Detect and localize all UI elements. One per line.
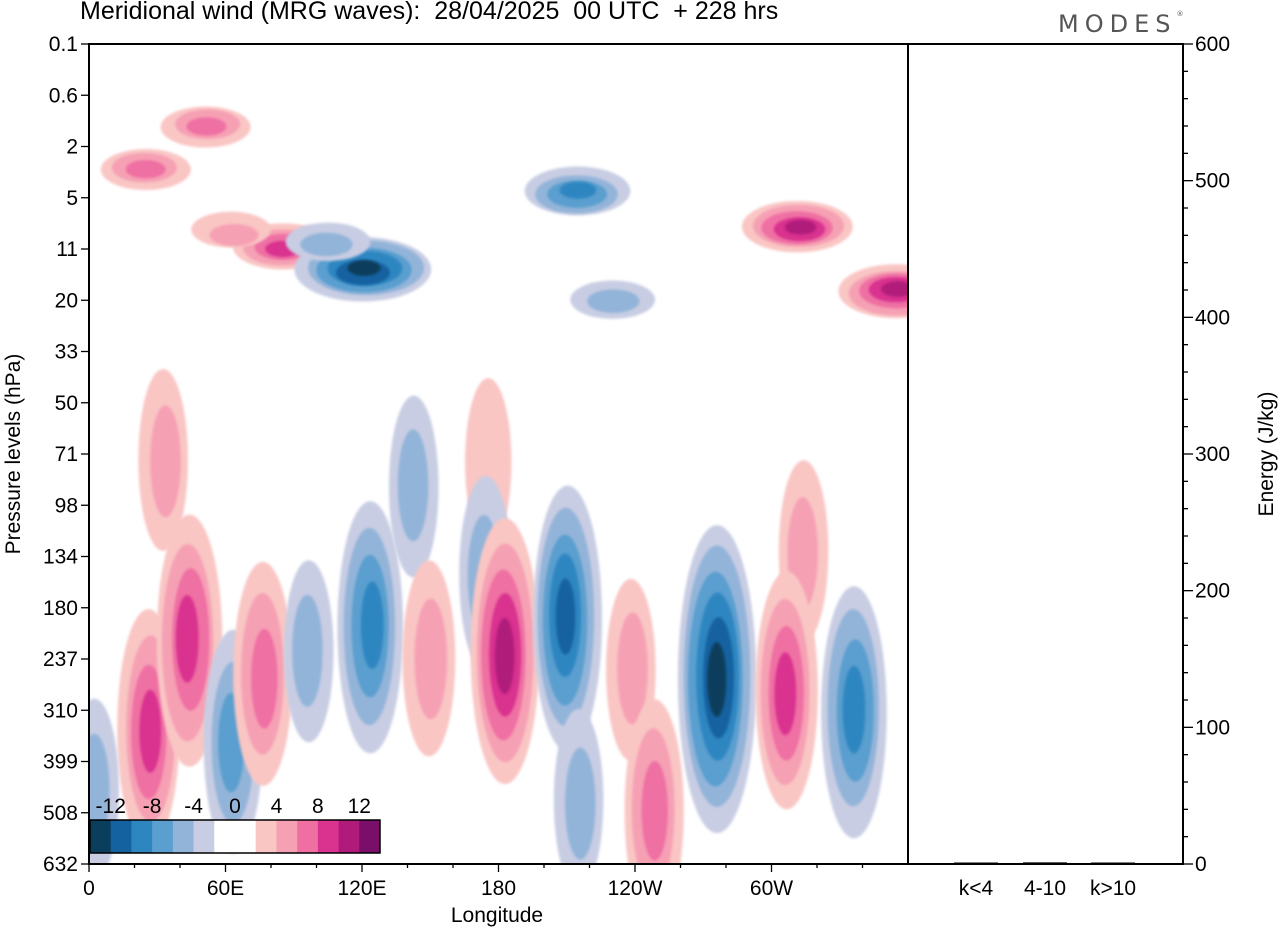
y-tick-label: 237 [43, 648, 78, 671]
pressure-axis: 0.1 0.6 2 5 11 20 33 50 71 98 134 180 237 310 399 508 63… [43, 33, 89, 876]
x-tick-label: 60W [750, 877, 793, 900]
x-tick-label: 120W [608, 877, 663, 900]
energy-plot-frame [907, 43, 1184, 865]
modes-logo: MODES® [1058, 10, 1183, 38]
y-tick-label: 33 [55, 341, 78, 364]
y-axis-label: Pressure levels (hPa) [2, 354, 25, 555]
colorbar-swatch [317, 820, 340, 853]
y-tick-label: 134 [43, 546, 78, 569]
y-tick-label: 20 [55, 289, 78, 312]
y-tick-label: 0.6 [49, 84, 78, 107]
colorbar-swatch [193, 820, 215, 853]
negative-wind-contour [397, 429, 429, 542]
positive-wind-contour [881, 281, 908, 297]
logo-mark: ® [1176, 10, 1184, 18]
colorbar-swatch [276, 820, 298, 853]
negative-wind-contour [559, 181, 597, 199]
colorbar-label: 4 [271, 795, 283, 818]
energy-tick-label: 300 [1195, 443, 1230, 466]
energy-category-label: 4-10 [1024, 877, 1066, 900]
y-tick-label: 508 [43, 802, 78, 825]
colorbar-swatch [110, 820, 132, 853]
y-tick-label: 0.1 [49, 33, 78, 56]
positive-wind-contour [784, 219, 817, 235]
energy-tick-label: 500 [1195, 170, 1230, 193]
colorbar-frame [89, 819, 381, 854]
energy-tick-label: 100 [1195, 716, 1230, 739]
energy-tick-label: 0 [1195, 853, 1207, 876]
colorbar-label: -8 [143, 795, 162, 818]
energy-bar [954, 862, 998, 864]
logo-text: MODES [1058, 10, 1177, 38]
positive-wind-contour [125, 160, 166, 179]
x-tick-label: 120E [337, 877, 386, 900]
chart-title: Meridional wind (MRG waves): 28/04/2025 … [80, 0, 779, 25]
y-tick-label: 2 [66, 136, 78, 159]
x-tick-label: 180 [481, 877, 516, 900]
colorbar-swatch [255, 820, 277, 853]
y-tick-label: 11 [56, 238, 78, 261]
energy-tick-label: 600 [1195, 33, 1230, 56]
negative-wind-contour [707, 642, 727, 717]
energy-category-label: k>10 [1090, 877, 1136, 900]
negative-wind-contour [842, 665, 866, 754]
positive-wind-contour [175, 594, 199, 683]
negative-wind-contour [347, 260, 381, 276]
colorbar-swatch [235, 820, 257, 853]
colorbar-swatch [359, 820, 381, 853]
colorbar: -12 -8 -4 0 4 8 12 [89, 795, 381, 854]
positive-wind-contour [494, 617, 515, 694]
positive-wind-contour [209, 224, 259, 247]
energy-bar [1023, 862, 1067, 864]
energy-tick-label: 400 [1195, 306, 1230, 329]
energy-category-label: k<4 [959, 877, 994, 900]
y-tick-label: 399 [43, 751, 78, 774]
y-tick-label: 5 [66, 187, 78, 210]
positive-wind-contour [251, 628, 278, 729]
positive-wind-contour [139, 689, 162, 773]
energy-axis-label: Energy (J/kg) [1255, 392, 1278, 517]
longitude-axis: 0 60E 120E 180 120W 60W [83, 864, 864, 900]
positive-wind-contour [150, 405, 181, 518]
colorbar-label: -4 [184, 795, 203, 818]
y-tick-label: 180 [43, 597, 78, 620]
positive-wind-contour [774, 652, 797, 736]
negative-wind-contour [300, 232, 353, 257]
y-tick-label: 98 [55, 494, 78, 517]
negative-wind-contour [360, 581, 384, 670]
energy-axis: 0 100 200 300 400 500 600 [1183, 33, 1230, 876]
y-tick-label: 632 [43, 853, 78, 876]
colorbar-swatch [338, 820, 360, 853]
negative-wind-contour [89, 733, 110, 846]
positive-wind-contour [414, 598, 447, 720]
colorbar-swatch [90, 820, 112, 853]
colorbar-swatch [297, 820, 319, 853]
y-tick-label: 71 [55, 443, 78, 466]
colorbar-label: 8 [312, 795, 324, 818]
y-tick-label: 50 [55, 392, 78, 415]
x-tick-label: 60E [207, 877, 244, 900]
positive-wind-contour [641, 760, 668, 861]
wind-contour-field [89, 106, 908, 864]
colorbar-label: 0 [229, 795, 241, 818]
negative-wind-contour [555, 578, 576, 655]
colorbar-swatch [214, 820, 236, 853]
negative-wind-contour [292, 594, 323, 707]
x-tick-label: 0 [83, 877, 95, 900]
negative-wind-contour [565, 747, 596, 860]
colorbar-swatch [152, 820, 174, 853]
colorbar-label: 12 [348, 795, 371, 818]
colorbar-label: -12 [96, 795, 126, 818]
negative-wind-contour [587, 289, 640, 313]
energy-tick-label: 200 [1195, 580, 1230, 603]
x-axis-label: Longitude [451, 904, 543, 927]
positive-wind-contour [617, 612, 648, 725]
energy-bars: k<4 4-10 k>10 [954, 862, 1136, 900]
positive-wind-contour [186, 117, 227, 136]
colorbar-swatch [131, 820, 153, 853]
colorbar-swatch [172, 820, 195, 853]
y-tick-label: 310 [43, 699, 78, 722]
energy-bar [1091, 862, 1135, 864]
